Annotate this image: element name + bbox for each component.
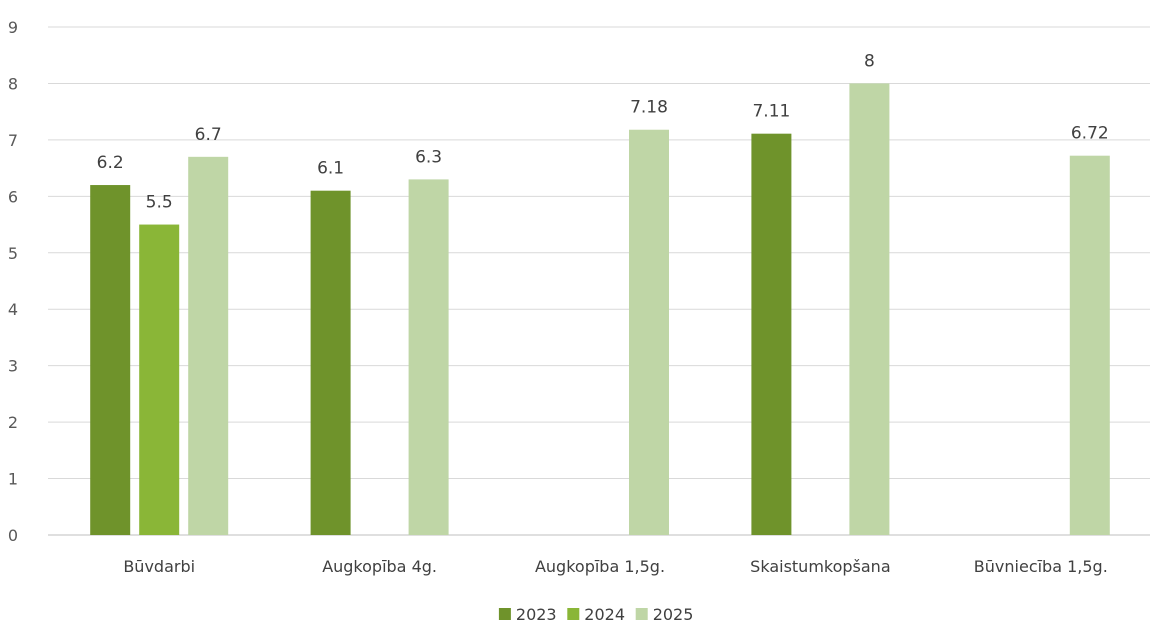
x-tick-label: Augkopība 1,5g. [535, 557, 665, 576]
y-tick-label: 7 [8, 131, 18, 150]
bar [139, 224, 180, 536]
y-tick-label: 2 [8, 413, 18, 432]
x-tick-label: Būvniecība 1,5g. [974, 557, 1108, 576]
data-label: 6.2 [97, 153, 124, 173]
bar [629, 129, 669, 535]
y-axis-ticks: 0 1 2 3 4 5 6 7 8 9 [8, 18, 18, 545]
y-tick-label: 3 [8, 357, 18, 376]
y-tick-label: 8 [8, 74, 18, 93]
data-label: 7.18 [630, 98, 668, 118]
legend-label: 2023 [516, 605, 557, 624]
y-tick-label: 6 [8, 187, 18, 206]
legend-label: 2025 [653, 605, 694, 624]
x-axis-categories: Būvdarbi Augkopība 4g. Augkopība 1,5g. Skai… [123, 557, 1107, 576]
legend: 2023 2024 2025 [498, 605, 694, 624]
y-tick-label: 1 [8, 470, 18, 489]
legend-label: 2024 [584, 605, 625, 624]
bar [1069, 155, 1110, 535]
data-label: 6.1 [317, 159, 344, 179]
data-label: 7.11 [752, 102, 790, 122]
bar [310, 190, 351, 535]
bar [751, 133, 792, 535]
x-tick-label: Būvdarbi [123, 557, 195, 576]
y-tick-label: 9 [8, 18, 18, 37]
y-tick-label: 5 [8, 244, 18, 263]
gridlines [48, 26, 1150, 536]
data-labels: 6.2 5.5 6.7 6.1 6.3 7.18 7.11 8 6.72 [97, 51, 1109, 212]
bar [849, 83, 890, 535]
data-label: 6.7 [195, 125, 222, 145]
legend-swatch [567, 608, 580, 620]
y-tick-label: 4 [8, 300, 18, 319]
legend-swatch [635, 608, 648, 620]
x-tick-label: Skaistumkopšana [750, 557, 890, 576]
data-label: 6.72 [1071, 124, 1109, 144]
y-tick-label: 0 [8, 526, 18, 545]
data-label: 6.3 [415, 147, 442, 167]
x-tick-label: Augkopība 4g. [322, 557, 437, 576]
data-label: 5.5 [146, 193, 173, 213]
data-label: 8 [864, 51, 875, 71]
bars [90, 83, 1110, 536]
bar [90, 185, 131, 536]
bar [408, 179, 449, 535]
legend-swatch [498, 608, 511, 620]
bar [188, 156, 229, 536]
